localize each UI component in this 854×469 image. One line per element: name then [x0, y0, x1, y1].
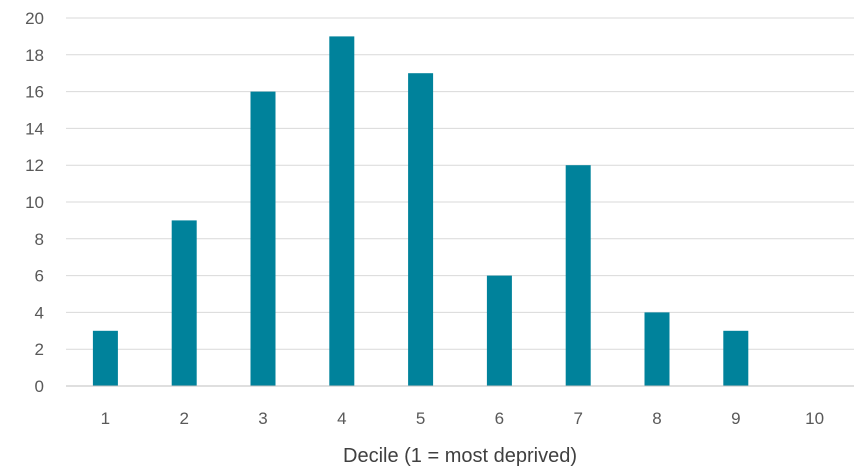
bar-decile-6	[486, 275, 512, 386]
gridlines	[66, 17, 854, 350]
x-axis-ticks: 1 2 3 4 5 6 7 8 9 10	[101, 409, 824, 428]
x-tick-label: 4	[337, 409, 346, 428]
bar-decile-5	[408, 73, 434, 386]
x-tick-label: 1	[101, 409, 110, 428]
bar-decile-1	[92, 330, 118, 386]
bars	[92, 36, 749, 387]
y-tick-label: 12	[25, 156, 44, 175]
bar-decile-4	[329, 36, 355, 387]
x-tick-label: 2	[179, 409, 188, 428]
y-tick-label: 16	[25, 83, 44, 102]
bar-decile-3	[250, 91, 276, 386]
x-tick-label: 3	[258, 409, 267, 428]
bar-decile-9	[723, 330, 749, 386]
x-tick-label: 10	[805, 409, 824, 428]
x-tick-label: 8	[652, 409, 661, 428]
y-tick-label: 0	[35, 377, 44, 396]
y-tick-label: 20	[25, 9, 44, 28]
y-axis-ticks: 0 2 4 6 8 10 12 14 16 18 20	[25, 9, 44, 396]
bar-decile-7	[565, 165, 591, 386]
x-tick-label: 7	[573, 409, 582, 428]
y-tick-label: 10	[25, 193, 44, 212]
x-axis-title: Decile (1 = most deprived)	[343, 445, 577, 467]
x-tick-label: 6	[495, 409, 504, 428]
y-tick-label: 6	[35, 267, 44, 286]
y-tick-label: 4	[35, 303, 44, 322]
x-tick-label: 5	[416, 409, 425, 428]
bar-decile-2	[171, 220, 197, 386]
y-tick-label: 14	[25, 119, 44, 138]
bar-decile-8	[644, 312, 670, 386]
y-tick-label: 2	[35, 340, 44, 359]
x-tick-label: 9	[731, 409, 740, 428]
y-tick-label: 18	[25, 46, 44, 65]
y-tick-label: 8	[35, 230, 44, 249]
